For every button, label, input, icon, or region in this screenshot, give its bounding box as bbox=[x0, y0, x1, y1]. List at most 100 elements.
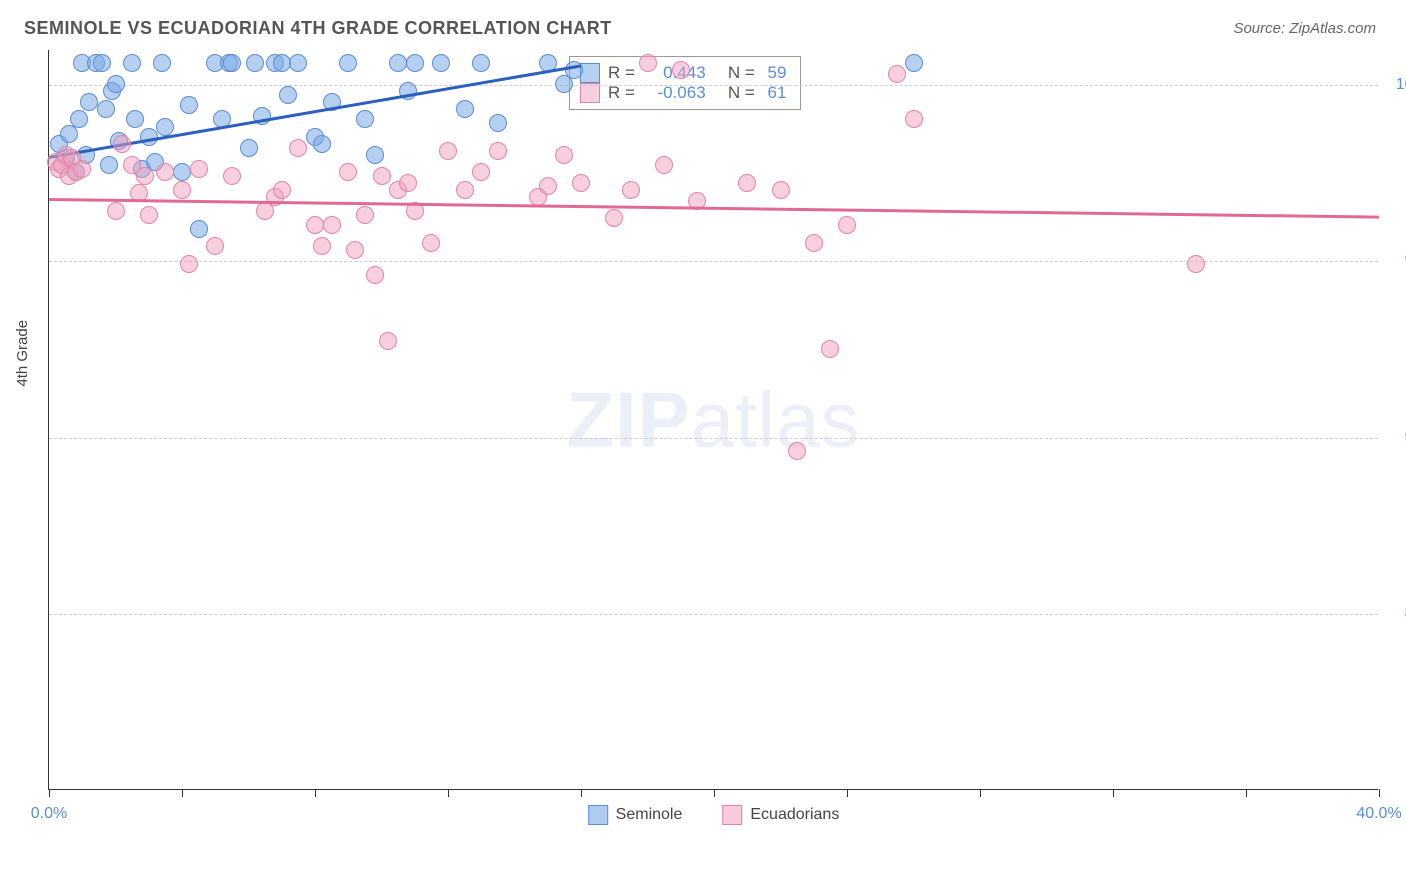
data-point bbox=[107, 75, 125, 93]
data-point bbox=[73, 160, 91, 178]
data-point bbox=[905, 110, 923, 128]
x-tick-label: 0.0% bbox=[31, 805, 67, 823]
data-point bbox=[180, 255, 198, 273]
legend-item-ecuadorians: Ecuadorians bbox=[722, 805, 839, 825]
data-point bbox=[126, 110, 144, 128]
data-point bbox=[821, 340, 839, 358]
data-point bbox=[123, 54, 141, 72]
data-point bbox=[373, 167, 391, 185]
data-point bbox=[406, 54, 424, 72]
data-point bbox=[572, 174, 590, 192]
legend-swatch-seminole bbox=[588, 805, 608, 825]
chart-source: Source: ZipAtlas.com bbox=[1233, 20, 1376, 37]
data-point bbox=[472, 54, 490, 72]
legend-swatch bbox=[580, 63, 600, 83]
data-point bbox=[70, 110, 88, 128]
data-point bbox=[772, 181, 790, 199]
data-point bbox=[100, 156, 118, 174]
series-legend: Seminole Ecuadorians bbox=[588, 805, 840, 825]
legend-label-ecuadorians: Ecuadorians bbox=[750, 806, 839, 824]
data-point bbox=[399, 174, 417, 192]
data-point bbox=[206, 237, 224, 255]
data-point bbox=[107, 202, 125, 220]
legend-label-seminole: Seminole bbox=[616, 806, 683, 824]
data-point bbox=[156, 118, 174, 136]
data-point bbox=[339, 163, 357, 181]
data-point bbox=[905, 54, 923, 72]
data-point bbox=[672, 61, 690, 79]
data-point bbox=[539, 177, 557, 195]
data-point bbox=[432, 54, 450, 72]
legend-item-seminole: Seminole bbox=[588, 805, 683, 825]
chart-header: SEMINOLE VS ECUADORIAN 4TH GRADE CORRELA… bbox=[0, 0, 1406, 47]
watermark: ZIPatlas bbox=[566, 374, 860, 465]
data-point bbox=[190, 220, 208, 238]
data-point bbox=[472, 163, 490, 181]
data-point bbox=[140, 206, 158, 224]
data-point bbox=[489, 142, 507, 160]
data-point bbox=[356, 110, 374, 128]
data-point bbox=[313, 237, 331, 255]
x-tick bbox=[182, 789, 183, 797]
data-point bbox=[153, 54, 171, 72]
data-point bbox=[639, 54, 657, 72]
data-point bbox=[888, 65, 906, 83]
data-point bbox=[366, 146, 384, 164]
x-tick bbox=[1246, 789, 1247, 797]
data-point bbox=[356, 206, 374, 224]
x-tick bbox=[714, 789, 715, 797]
x-tick-label: 40.0% bbox=[1356, 805, 1401, 823]
r-label: R = bbox=[608, 63, 640, 83]
grid-line bbox=[49, 438, 1378, 439]
data-point bbox=[306, 216, 324, 234]
data-point bbox=[456, 181, 474, 199]
data-point bbox=[223, 54, 241, 72]
data-point bbox=[555, 146, 573, 164]
data-point bbox=[622, 181, 640, 199]
x-tick bbox=[1379, 789, 1380, 797]
grid-line bbox=[49, 85, 1378, 86]
data-point bbox=[366, 266, 384, 284]
watermark-bold: ZIP bbox=[566, 375, 690, 463]
data-point bbox=[240, 139, 258, 157]
data-point bbox=[156, 163, 174, 181]
x-tick bbox=[581, 789, 582, 797]
data-point bbox=[422, 234, 440, 252]
n-label: N = bbox=[714, 63, 760, 83]
n-value: 59 bbox=[767, 63, 786, 83]
data-point bbox=[273, 54, 291, 72]
data-point bbox=[1187, 255, 1205, 273]
grid-line bbox=[49, 614, 1378, 615]
x-tick bbox=[980, 789, 981, 797]
data-point bbox=[313, 135, 331, 153]
data-point bbox=[173, 181, 191, 199]
chart-title: SEMINOLE VS ECUADORIAN 4TH GRADE CORRELA… bbox=[24, 18, 612, 39]
data-point bbox=[173, 163, 191, 181]
data-point bbox=[223, 167, 241, 185]
data-point bbox=[439, 142, 457, 160]
data-point bbox=[389, 54, 407, 72]
data-point bbox=[136, 167, 154, 185]
data-point bbox=[289, 54, 307, 72]
data-point bbox=[605, 209, 623, 227]
data-point bbox=[113, 135, 131, 153]
x-tick bbox=[1113, 789, 1114, 797]
grid-line bbox=[49, 261, 1378, 262]
y-tick-label: 100.0% bbox=[1396, 76, 1406, 94]
data-point bbox=[379, 332, 397, 350]
scatter-chart: ZIPatlas R = 0.443 N = 59R = -0.063 N = … bbox=[48, 50, 1378, 790]
legend-swatch-ecuadorians bbox=[722, 805, 742, 825]
data-point bbox=[655, 156, 673, 174]
data-point bbox=[93, 54, 111, 72]
data-point bbox=[788, 442, 806, 460]
data-point bbox=[738, 174, 756, 192]
x-tick bbox=[448, 789, 449, 797]
data-point bbox=[190, 160, 208, 178]
data-point bbox=[838, 216, 856, 234]
y-axis-title: 4th Grade bbox=[14, 320, 31, 387]
trend-line bbox=[49, 198, 1379, 219]
data-point bbox=[323, 216, 341, 234]
data-point bbox=[489, 114, 507, 132]
data-point bbox=[339, 54, 357, 72]
data-point bbox=[805, 234, 823, 252]
